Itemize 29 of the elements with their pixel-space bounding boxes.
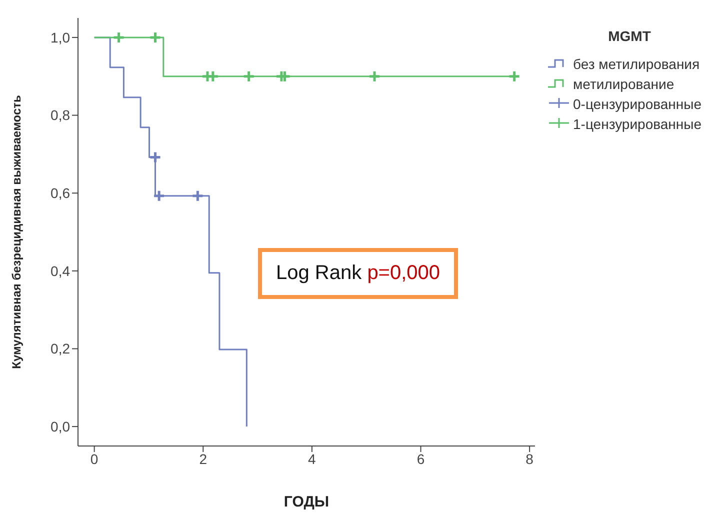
- x-tick-label: 6: [416, 450, 425, 467]
- legend-label: без метилирования: [573, 56, 700, 72]
- point: [508, 70, 521, 83]
- point: [242, 70, 256, 83]
- legend-label: 1-цензурированные: [573, 116, 702, 132]
- point: [152, 190, 166, 202]
- y-tick-label: 0,0: [50, 418, 70, 435]
- point: [278, 70, 291, 83]
- y-tick-label: 0,2: [50, 340, 70, 357]
- x-tick-label: 0: [90, 450, 98, 467]
- annotation: p=0,000: [366, 262, 440, 284]
- x-tick-label: 4: [308, 450, 316, 467]
- y-tick-label: 1,0: [50, 29, 70, 46]
- y-axis-title: Кумулятивная безрецидивная выживаемость: [9, 95, 24, 369]
- x-tick-label: 2: [199, 450, 208, 467]
- x-axis-title: ГОДЫ: [284, 494, 330, 511]
- point: [368, 70, 381, 83]
- y-tick-label: 0,8: [50, 107, 70, 124]
- point: [112, 31, 126, 44]
- y-tick-label: 0,6: [50, 185, 70, 202]
- point: [149, 151, 162, 164]
- x-tick-label: 8: [526, 450, 534, 467]
- legend-title: MGMT: [607, 28, 652, 44]
- annotation: Log Rank: [276, 262, 362, 284]
- point: [191, 190, 204, 202]
- point: [149, 31, 162, 44]
- legend-label: метилирование: [573, 76, 674, 92]
- y-tick-label: 0,4: [50, 262, 70, 279]
- legend-label: 0-цензурированные: [573, 96, 702, 112]
